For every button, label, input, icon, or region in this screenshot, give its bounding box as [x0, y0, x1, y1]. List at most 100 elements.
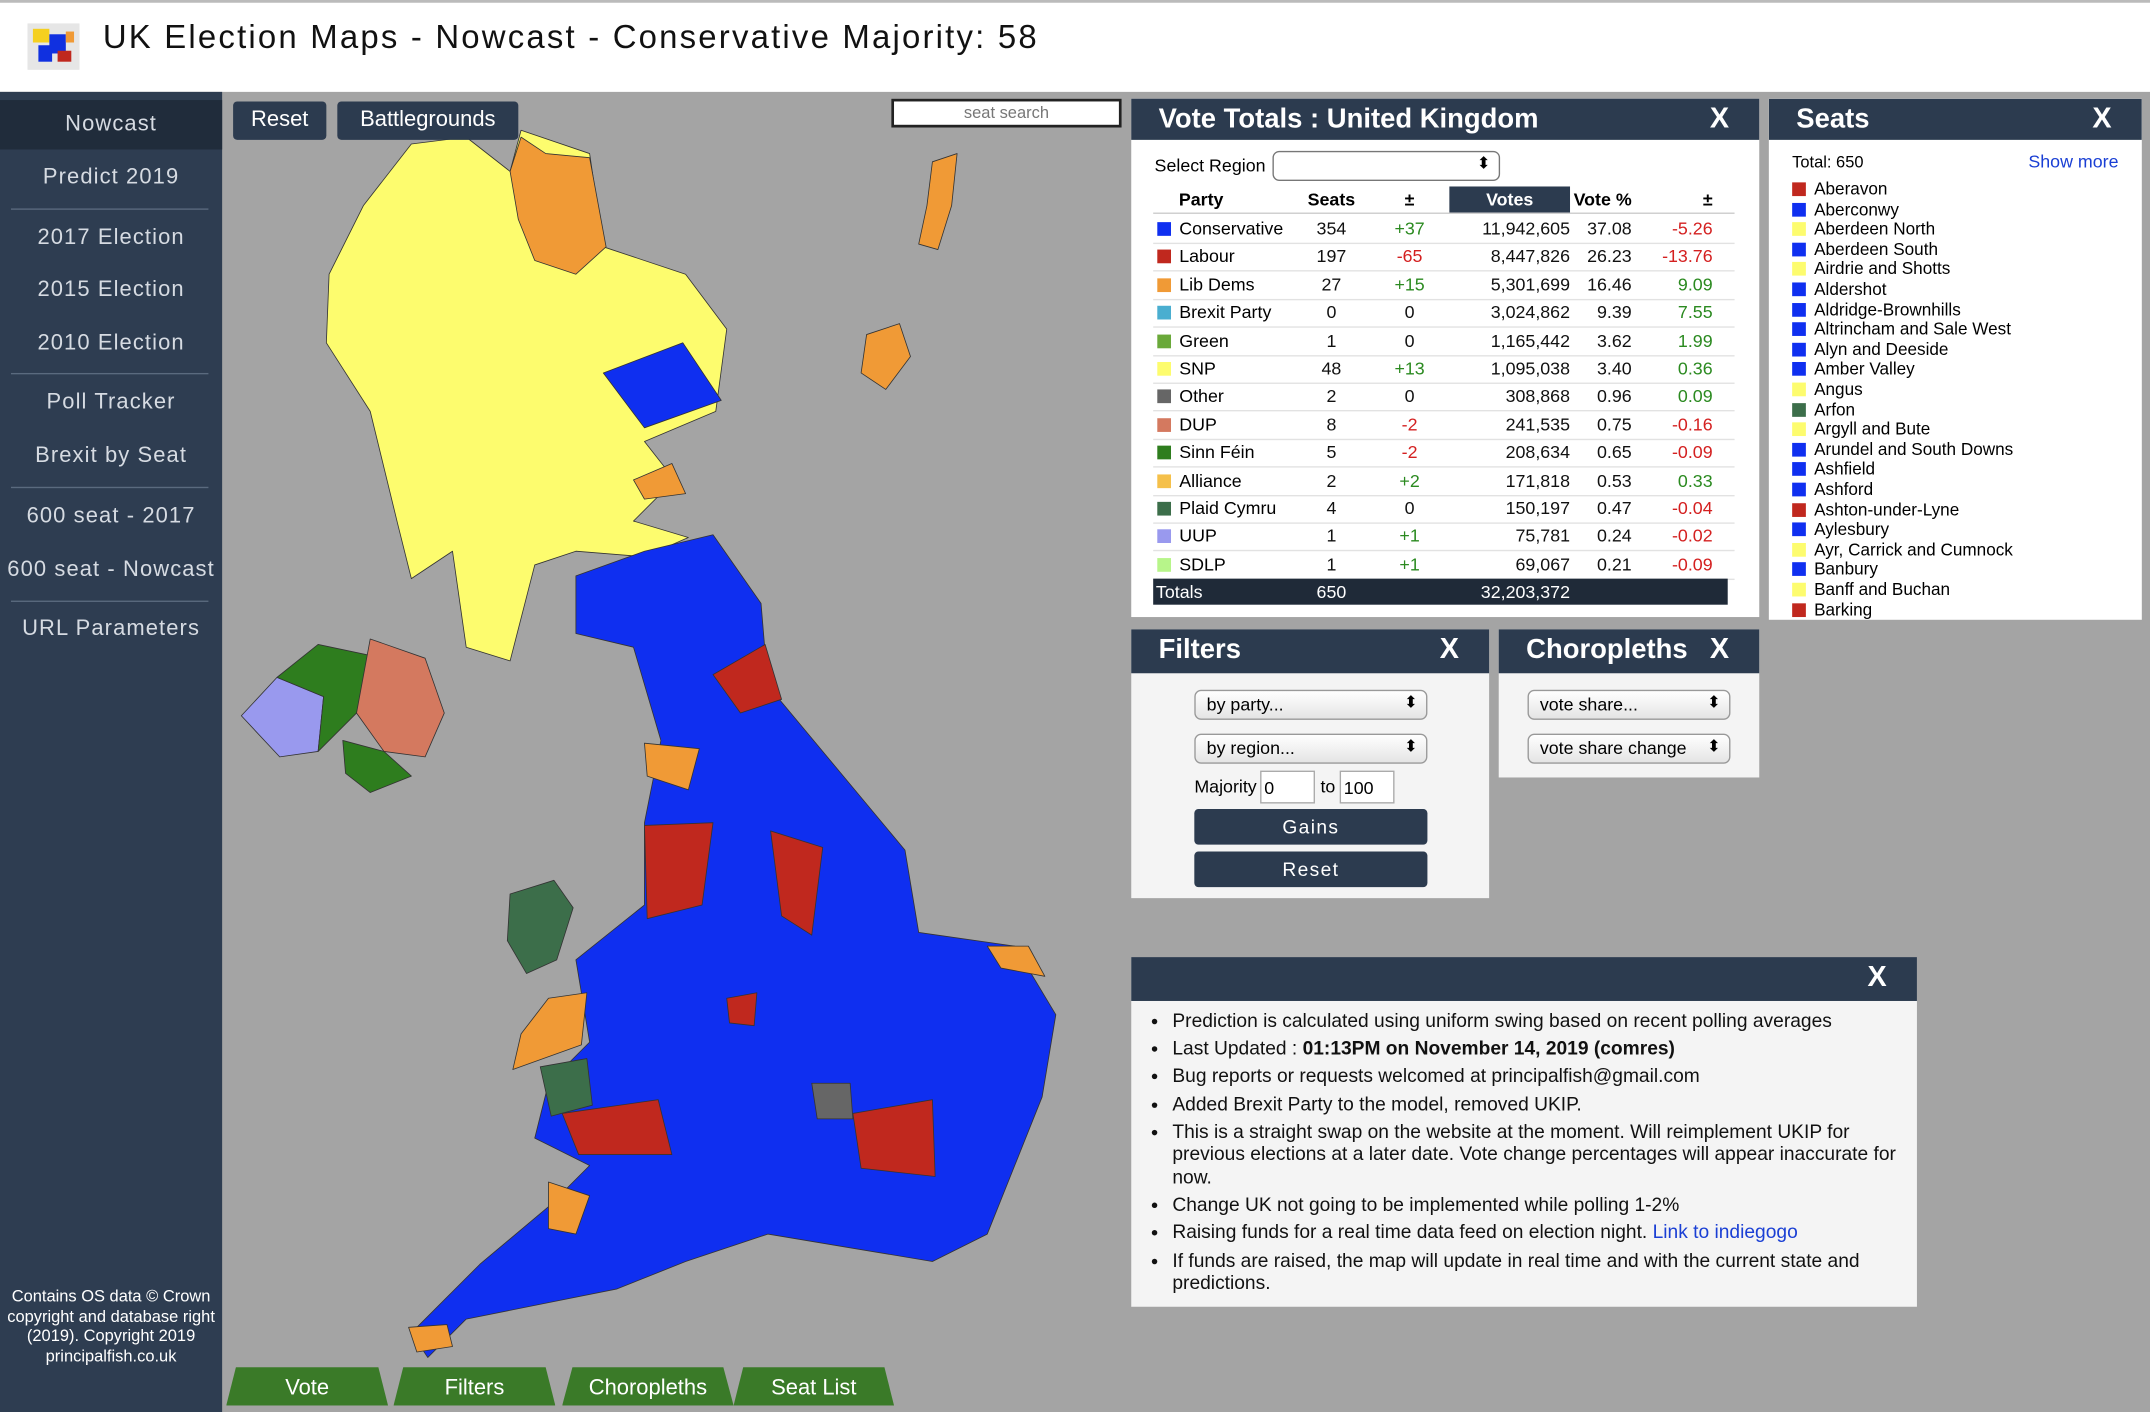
region-scotland[interactable] — [325, 129, 728, 662]
region-cornwall-orange[interactable] — [408, 1324, 453, 1353]
choropleth-select[interactable]: vote share... — [1527, 689, 1731, 720]
seat-name[interactable]: Aldershot — [1814, 279, 1887, 299]
region-wales-south[interactable] — [539, 1058, 593, 1117]
seat-name[interactable]: Aylesbury — [1814, 519, 1890, 540]
nav-item[interactable]: 600 seat - 2017 — [26, 504, 196, 528]
cell-pct: 0.21 — [1597, 553, 1632, 575]
close-button[interactable]: X — [2092, 102, 2112, 135]
filter-button[interactable]: Gains — [1194, 809, 1428, 845]
party-name: Conservative — [1179, 218, 1284, 239]
close-button[interactable]: X — [1867, 961, 1887, 993]
cell-votes: 1,165,442 — [1490, 329, 1571, 351]
nav-item[interactable]: 2015 Election — [37, 278, 185, 302]
cell-change: -2 — [1401, 413, 1418, 435]
bottom-tab[interactable]: Vote — [226, 1367, 389, 1406]
seat-name[interactable]: Arundel and South Downs — [1814, 439, 2014, 460]
filter-select[interactable]: by party... — [1194, 689, 1428, 720]
region-fife[interactable] — [633, 463, 687, 500]
filters-panel: Filters Xby party... by region... Majority0… — [1131, 629, 1490, 899]
search-box[interactable]: seat search — [891, 98, 1122, 128]
region-midlands-red[interactable] — [726, 992, 758, 1027]
party-name: Other — [1179, 385, 1224, 407]
nav-item[interactable]: 2010 Election — [37, 331, 185, 356]
region-london-red[interactable] — [852, 1099, 936, 1177]
row-rule — [1153, 382, 1735, 384]
party-swatch — [1157, 557, 1172, 572]
seat-name[interactable]: Ayr, Carrick and Cumnock — [1814, 539, 2013, 560]
filter-select[interactable]: by region... — [1194, 733, 1428, 764]
seat-name[interactable]: Airdrie and Shotts — [1814, 259, 1951, 279]
region-north-east-red[interactable] — [712, 644, 782, 714]
cell-votes: 69,067 — [1515, 553, 1571, 575]
seat-name[interactable]: Arfon — [1814, 399, 1856, 420]
nav-item[interactable]: Brexit by Seat — [35, 444, 188, 468]
choropleth-select[interactable]: vote share change — [1527, 733, 1731, 764]
seat-name[interactable]: Alyn and Deeside — [1814, 339, 1949, 359]
seat-name[interactable]: Ashton-under-Lyne — [1814, 499, 1960, 520]
region-shetland[interactable] — [918, 153, 958, 250]
seat-name[interactable]: Banff and Buchan — [1814, 580, 1951, 600]
info-panel: X Prediction is calculated using uniform … — [1131, 957, 1917, 1307]
party-name: SDLP — [1179, 553, 1226, 575]
region-aberdeenshire[interactable] — [602, 342, 722, 429]
seat-name[interactable]: Aberdeen North — [1814, 219, 1936, 239]
seat-name[interactable]: Altrincham and Sale West — [1814, 319, 2011, 339]
nav-item[interactable]: 600 seat - Nowcast — [7, 558, 215, 582]
close-button[interactable]: X — [1709, 633, 1730, 666]
seat-name[interactable]: Angus — [1814, 379, 1863, 400]
totals-row: Totals 650 32,203,372 — [1153, 578, 1728, 605]
bottom-tab[interactable]: Choropleths — [562, 1367, 734, 1406]
seat-name[interactable]: Ashfield — [1814, 459, 1876, 480]
cell-pct: 0.47 — [1597, 497, 1632, 519]
info-link[interactable]: Link to indiegogo — [1652, 1220, 1798, 1243]
column-header[interactable]: Votes — [1449, 186, 1571, 213]
region-ni-south[interactable] — [342, 740, 412, 793]
region-north-west-red[interactable] — [644, 822, 714, 920]
majority-to[interactable]: 100 — [1339, 770, 1395, 804]
seat-name[interactable]: Barking — [1814, 600, 1873, 620]
seat-name[interactable]: Aberconwy — [1814, 199, 1899, 219]
seat-swatch — [1792, 182, 1806, 197]
close-button[interactable]: X — [1439, 633, 1459, 666]
nav-item[interactable]: Poll Tracker — [46, 390, 176, 415]
region-cumbria-orange[interactable] — [644, 742, 700, 791]
seat-name[interactable]: Aldridge-Brownhills — [1814, 299, 1961, 319]
map-button[interactable]: Reset — [233, 101, 327, 140]
panel-title: Seats — [1796, 104, 1870, 135]
show-more[interactable]: Show more — [2028, 150, 2119, 172]
seat-name[interactable]: Aberdeen South — [1814, 239, 1938, 259]
region-south-wales-red[interactable] — [561, 1099, 673, 1155]
row-rule — [1153, 494, 1735, 496]
seat-name[interactable]: Aberavon — [1814, 179, 1888, 199]
nav-item[interactable]: Nowcast — [0, 100, 223, 150]
region-other-grey[interactable] — [811, 1082, 854, 1120]
filter-button[interactable]: Reset — [1194, 851, 1428, 888]
seat-name[interactable]: Argyll and Bute — [1814, 419, 1931, 440]
nav-item[interactable]: 2017 Election — [37, 226, 185, 250]
region-select[interactable] — [1272, 150, 1501, 181]
region-yorkshire-red[interactable] — [770, 830, 824, 936]
party-swatch — [1157, 334, 1172, 348]
bottom-tab[interactable]: Seat List — [733, 1367, 895, 1406]
region-orkney[interactable] — [860, 323, 911, 390]
region-ceredigion[interactable] — [512, 992, 588, 1070]
region-devon-orange[interactable] — [548, 1181, 591, 1235]
region-ni-dup[interactable] — [356, 638, 445, 758]
nav-item[interactable]: URL Parameters — [22, 617, 201, 641]
region-norfolk-orange[interactable] — [986, 945, 1046, 977]
seat-swatch — [1792, 282, 1806, 297]
seat-name[interactable]: Banbury — [1814, 559, 1878, 580]
region-highlands-orange[interactable] — [509, 136, 607, 275]
seat-name[interactable]: Ashford — [1814, 479, 1874, 500]
region-wales-plaid[interactable] — [506, 879, 574, 974]
seat-swatch — [1792, 482, 1806, 497]
close-button[interactable]: X — [1709, 102, 1730, 135]
bottom-tab[interactable]: Filters — [393, 1367, 556, 1406]
cell-seats: 2 — [1326, 385, 1337, 407]
row-rule — [1153, 242, 1735, 245]
nav-item[interactable]: Predict 2019 — [42, 165, 180, 190]
seat-name[interactable]: Amber Valley — [1814, 359, 1915, 379]
map-button[interactable]: Battlegrounds — [337, 101, 519, 140]
majority-from[interactable]: 0 — [1260, 770, 1315, 804]
